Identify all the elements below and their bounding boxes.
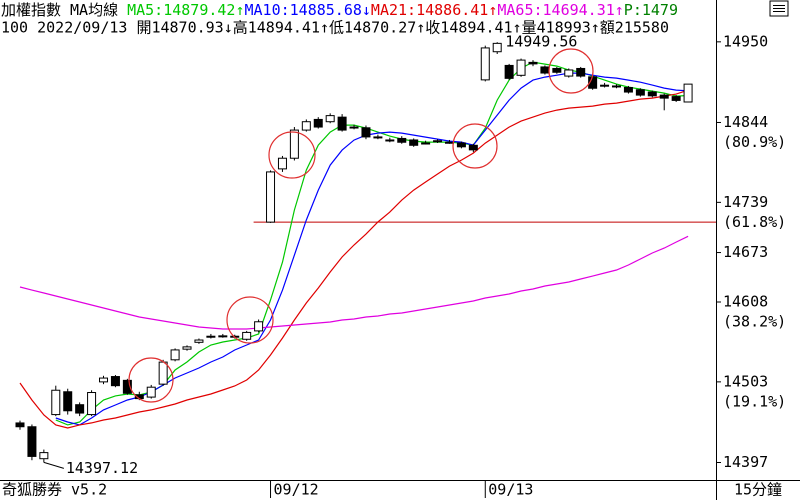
y-tick-label: 14739 <box>723 193 768 211</box>
candle-body <box>444 141 454 144</box>
candle-body <box>564 69 574 77</box>
quote-line: 100 2022/09/13 開14870.93↓高14894.41↑低1487… <box>1 19 669 37</box>
legend-entry: MA5:14879.42↑ <box>127 1 244 19</box>
ma-line <box>19 235 689 330</box>
level-label: (61.8%) <box>723 213 786 231</box>
candle-body <box>194 339 204 343</box>
candle-body <box>635 89 645 96</box>
candle-body <box>552 67 562 73</box>
level-label: (19.1%) <box>723 392 786 410</box>
candle-body <box>170 349 180 361</box>
legend-entry: MA65:14694.31↑ <box>497 1 623 19</box>
candle-body <box>421 142 431 145</box>
candle-body <box>373 136 383 139</box>
candle-body <box>254 321 264 332</box>
candle-body <box>349 126 359 129</box>
candle-body <box>87 392 97 416</box>
candle-body <box>51 389 61 416</box>
candle-body <box>242 331 252 340</box>
signal-circle <box>226 296 274 344</box>
candle-body <box>433 140 443 143</box>
candle-body <box>683 83 693 103</box>
candle-body <box>301 121 311 131</box>
candle-body <box>528 61 538 65</box>
candle-body <box>397 137 407 143</box>
candle-body <box>516 59 526 76</box>
low-leader <box>43 461 65 469</box>
candle-body <box>504 64 514 79</box>
signal-circle <box>128 357 174 403</box>
candle-body <box>468 144 478 151</box>
candle-body <box>659 94 669 99</box>
candle-body <box>612 85 621 88</box>
x-tick-label: 09/12 <box>274 481 319 499</box>
candle-body <box>361 127 371 138</box>
axes: 14950 14844 14739 14673 14608 14503 14397 (80.9… <box>270 32 786 499</box>
y-tick-label: 14608 <box>723 292 768 310</box>
candle-body <box>492 42 502 53</box>
candle-body <box>409 139 419 146</box>
candle-body <box>289 129 299 159</box>
candle-body <box>337 116 347 131</box>
low-label: 14397.12 <box>66 459 138 477</box>
candle-body <box>182 346 192 350</box>
ma-line <box>19 89 689 429</box>
candle-body <box>540 66 550 74</box>
candle-body <box>99 377 109 383</box>
header-line: 加權指數 MA均線 MA5:14879.42↑MA10:14885.68↓MA21:… <box>1 1 678 19</box>
plot-area: 14949.56 14397.12 <box>15 33 716 477</box>
signal-circle <box>268 131 316 179</box>
candle-body <box>647 91 657 97</box>
candle-body <box>623 86 633 93</box>
candle-body <box>313 118 323 128</box>
y-tick-label: 14950 <box>723 32 768 50</box>
candle-body <box>266 171 276 223</box>
signal-circle <box>452 123 498 169</box>
candle-body <box>206 335 216 338</box>
candle-body <box>456 142 466 148</box>
candle-body <box>576 67 586 77</box>
candle-body <box>158 361 168 385</box>
high-label: 14949.56 <box>505 33 577 51</box>
candle-body <box>63 391 73 412</box>
y-tick-label: 14844 <box>723 113 768 131</box>
candle-body <box>480 47 490 81</box>
legend-entry: MA21:14886.41↑ <box>371 1 497 19</box>
candle-body <box>385 139 395 142</box>
period-label: 15分鐘 <box>734 481 782 499</box>
y-tick-label: 14673 <box>723 243 768 261</box>
candle-body <box>325 115 335 123</box>
y-tick-label: 14503 <box>723 372 768 390</box>
candle-body <box>218 335 228 338</box>
candle-body <box>15 422 25 428</box>
level-label: (38.2%) <box>723 312 786 330</box>
legend-entry: MA10:14885.68↓ <box>244 1 370 19</box>
candle-body <box>671 96 681 101</box>
status-text: P:1479 <box>624 1 678 19</box>
candle-body <box>146 386 156 398</box>
candle-body <box>277 157 287 170</box>
header-subtitle: MA均線 <box>70 1 118 19</box>
signal-circles <box>128 48 594 403</box>
candle-body <box>27 426 37 457</box>
candle-body <box>75 404 85 414</box>
candle-body <box>122 379 132 394</box>
signal-circle <box>548 48 594 94</box>
footer-label: 奇狐勝券 v5.2 <box>2 481 107 499</box>
candle-body <box>600 84 610 87</box>
header-title: 加權指數 <box>1 1 61 19</box>
level-label: (80.9%) <box>723 133 786 151</box>
y-tick-label: 14397 <box>723 453 768 471</box>
x-tick-label: 09/13 <box>488 481 533 499</box>
candle-body <box>110 376 120 387</box>
candle-body <box>39 452 49 460</box>
